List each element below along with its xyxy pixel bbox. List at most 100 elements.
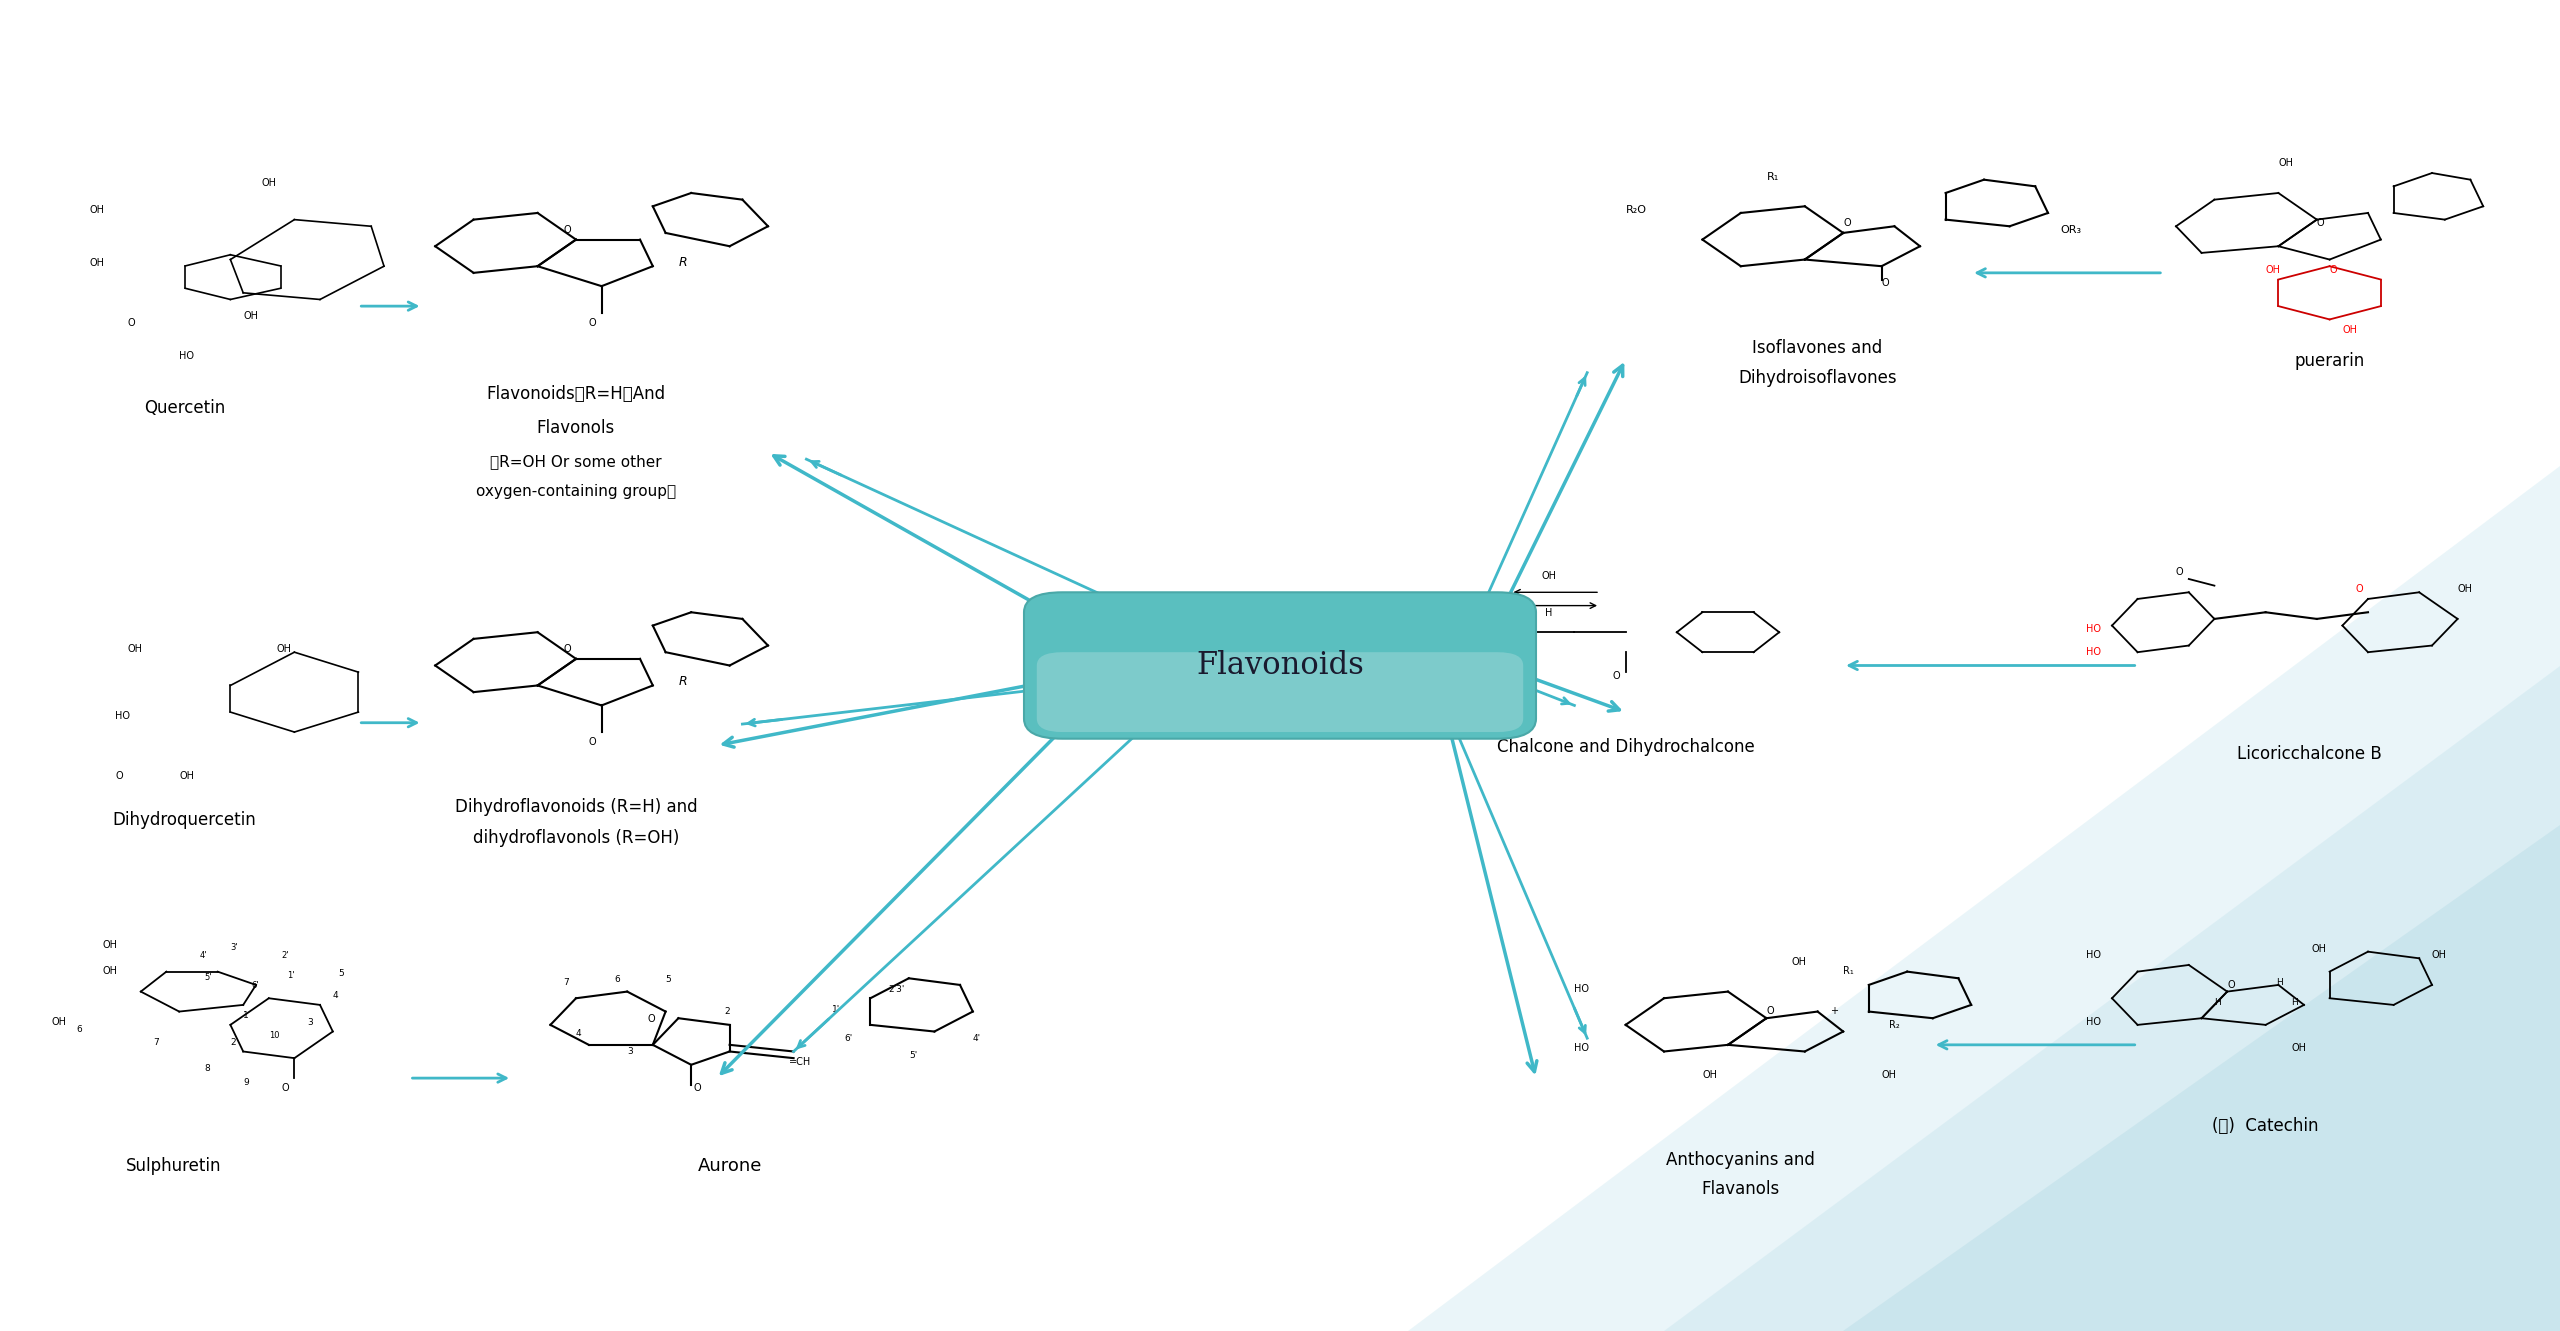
- Text: O: O: [563, 644, 571, 655]
- Text: HO: HO: [2086, 647, 2102, 658]
- Text: Flavonols: Flavonols: [538, 418, 614, 437]
- Text: OH: OH: [2291, 1044, 2307, 1054]
- Text: +: +: [1830, 1006, 1838, 1017]
- Text: 2'3': 2'3': [888, 985, 904, 994]
- Text: OH: OH: [276, 644, 292, 655]
- Text: （R=OH Or some other: （R=OH Or some other: [489, 454, 663, 469]
- Text: HO: HO: [115, 711, 131, 721]
- Text: O: O: [2330, 265, 2337, 276]
- Text: OH: OH: [90, 205, 105, 216]
- Text: O: O: [648, 1014, 655, 1025]
- Text: Aurone: Aurone: [696, 1157, 763, 1175]
- Text: HO: HO: [2086, 1017, 2102, 1028]
- Text: H: H: [2276, 978, 2284, 988]
- Text: O: O: [694, 1083, 701, 1094]
- Text: 4: 4: [576, 1029, 581, 1038]
- Text: 4': 4': [200, 952, 207, 961]
- Text: R₂: R₂: [1889, 1020, 1900, 1030]
- Text: H: H: [2291, 998, 2299, 1008]
- Text: H: H: [1546, 608, 1551, 619]
- Text: Licoricchalcone B: Licoricchalcone B: [2237, 744, 2381, 763]
- Text: OH: OH: [2312, 944, 2327, 954]
- FancyBboxPatch shape: [1024, 592, 1536, 739]
- Text: OH: OH: [243, 311, 259, 322]
- Text: OH: OH: [1541, 571, 1556, 582]
- Text: 7: 7: [563, 978, 568, 988]
- FancyBboxPatch shape: [1037, 652, 1523, 732]
- Text: R: R: [678, 675, 686, 688]
- Text: Dihydroflavonoids (R=H) and: Dihydroflavonoids (R=H) and: [456, 797, 696, 816]
- Text: O: O: [115, 771, 123, 781]
- Text: R₁: R₁: [1843, 966, 1853, 977]
- Polygon shape: [1664, 666, 2560, 1331]
- Text: Flavanols: Flavanols: [1702, 1179, 1779, 1198]
- Text: 3: 3: [307, 1018, 312, 1028]
- Text: R₂O: R₂O: [1626, 205, 1646, 216]
- Text: OH: OH: [261, 178, 276, 189]
- Text: 6: 6: [77, 1025, 82, 1034]
- Text: 9: 9: [243, 1078, 248, 1087]
- Text: O: O: [1766, 1006, 1774, 1017]
- Text: O: O: [589, 318, 596, 329]
- Text: 4': 4': [973, 1034, 980, 1044]
- Text: 2': 2': [282, 952, 289, 961]
- Text: Flavonoids（R=H）And: Flavonoids（R=H）And: [486, 385, 666, 403]
- Text: (＋)  Catechin: (＋) Catechin: [2212, 1117, 2319, 1135]
- Text: O: O: [563, 225, 571, 236]
- Text: dihydroflavonols (R=OH): dihydroflavonols (R=OH): [474, 828, 678, 847]
- Text: 2: 2: [724, 1008, 730, 1017]
- Text: OH: OH: [51, 1017, 67, 1028]
- Text: OH: OH: [2458, 584, 2473, 595]
- Text: Flavonoids: Flavonoids: [1196, 650, 1364, 681]
- Text: O: O: [1613, 671, 1620, 681]
- Text: Sulphuretin: Sulphuretin: [125, 1157, 223, 1175]
- Text: Isoflavones and: Isoflavones and: [1754, 338, 1882, 357]
- Text: O: O: [2227, 980, 2235, 990]
- Text: H: H: [2214, 998, 2222, 1008]
- Text: O: O: [2176, 567, 2184, 578]
- Text: OH: OH: [2266, 265, 2281, 276]
- Text: 5': 5': [205, 973, 212, 982]
- Polygon shape: [1843, 825, 2560, 1331]
- Text: =CH: =CH: [788, 1057, 812, 1067]
- Text: O: O: [589, 737, 596, 748]
- Text: OH: OH: [102, 966, 118, 977]
- Text: 6': 6': [845, 1034, 852, 1044]
- Text: OH: OH: [1792, 957, 1807, 968]
- Text: OH: OH: [90, 258, 105, 269]
- Text: 7: 7: [154, 1038, 159, 1047]
- Text: 4: 4: [333, 992, 338, 1001]
- Text: OH: OH: [1702, 1070, 1718, 1081]
- Text: Chalcone and Dihydrochalcone: Chalcone and Dihydrochalcone: [1498, 737, 1754, 756]
- Text: 1': 1': [832, 1005, 840, 1014]
- Text: OH: OH: [179, 771, 195, 781]
- Polygon shape: [1408, 466, 2560, 1331]
- Text: HO: HO: [179, 351, 195, 362]
- Text: OR₃: OR₃: [2061, 225, 2081, 236]
- Text: 3': 3': [230, 944, 238, 953]
- Text: OH: OH: [102, 940, 118, 950]
- Text: HO: HO: [1574, 984, 1590, 994]
- Text: OH: OH: [1882, 1070, 1897, 1081]
- Text: 6': 6': [251, 981, 259, 990]
- Text: OH: OH: [2342, 325, 2358, 335]
- Text: 3: 3: [627, 1047, 632, 1057]
- Text: 5: 5: [666, 976, 671, 985]
- Text: 1': 1': [287, 972, 294, 981]
- Text: Quercetin: Quercetin: [143, 398, 225, 417]
- Text: OH: OH: [128, 644, 143, 655]
- Text: OH: OH: [2432, 950, 2447, 961]
- Text: 10: 10: [269, 1032, 279, 1041]
- Text: O: O: [128, 318, 136, 329]
- Text: 6: 6: [614, 976, 620, 985]
- Text: R: R: [678, 256, 686, 269]
- Text: O: O: [1882, 278, 1889, 289]
- Text: O: O: [282, 1083, 289, 1094]
- Text: O: O: [1843, 218, 1851, 229]
- Text: 2: 2: [230, 1038, 236, 1047]
- Text: Dihydroquercetin: Dihydroquercetin: [113, 811, 256, 829]
- Text: 8: 8: [205, 1065, 210, 1074]
- Text: Anthocyanins and: Anthocyanins and: [1667, 1150, 1815, 1169]
- Text: 5': 5': [909, 1051, 916, 1061]
- Text: oxygen-containing group）: oxygen-containing group）: [476, 484, 676, 499]
